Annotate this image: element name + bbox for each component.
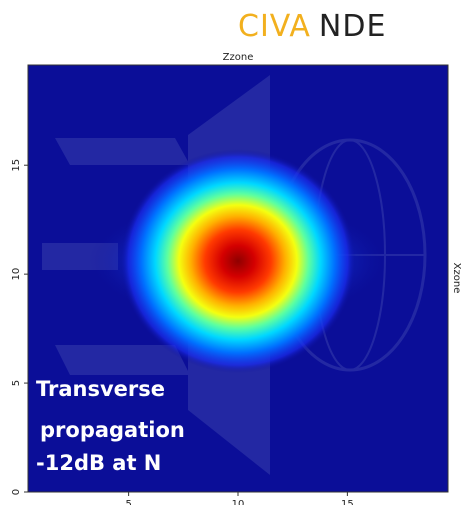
x-tick-label: 5 [125, 499, 131, 505]
y-axis-label: Xzone [451, 263, 462, 294]
y-tick-label: 5 [11, 380, 22, 386]
y-tick-label: 10 [11, 268, 22, 281]
x-tick-label: 15 [341, 499, 354, 505]
brand-suffix: NDE [319, 9, 387, 44]
brand-name: CIVA [238, 9, 311, 44]
x-tick-label: 10 [232, 499, 245, 505]
y-tick-label: 15 [11, 159, 22, 172]
annotation: Transverse [36, 377, 165, 401]
chart: CIVANDE Zzone Xzone 5 10 15 0 5 10 15 Transvers… [0, 0, 462, 505]
annotation: propagation [40, 418, 185, 442]
y-tick-label: 0 [11, 489, 22, 495]
annotation: -12dB at N [36, 451, 161, 475]
field-hotspot [120, 149, 356, 373]
page: {"brand": {"name": "CIVA", "suffix": "ND… [0, 0, 462, 505]
x-axis-label: Zzone [223, 52, 254, 63]
